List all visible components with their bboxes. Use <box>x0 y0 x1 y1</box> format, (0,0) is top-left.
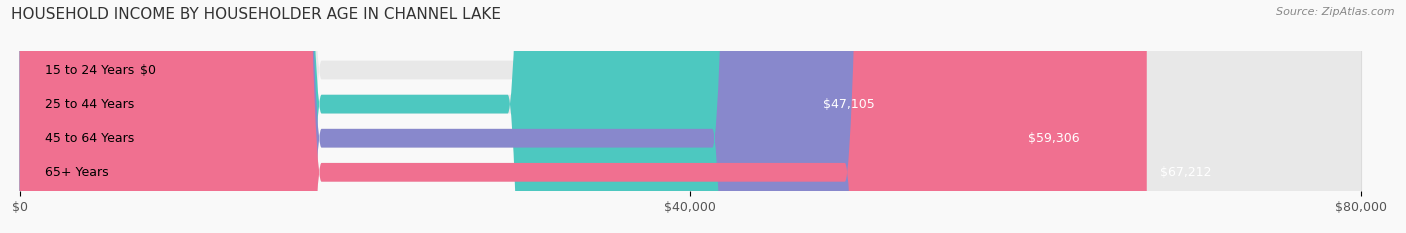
Text: HOUSEHOLD INCOME BY HOUSEHOLDER AGE IN CHANNEL LAKE: HOUSEHOLD INCOME BY HOUSEHOLDER AGE IN C… <box>11 7 502 22</box>
Text: $59,306: $59,306 <box>1028 132 1080 145</box>
Text: $67,212: $67,212 <box>1160 166 1212 179</box>
Text: 15 to 24 Years: 15 to 24 Years <box>45 64 134 76</box>
FancyBboxPatch shape <box>20 0 1361 233</box>
Text: Source: ZipAtlas.com: Source: ZipAtlas.com <box>1277 7 1395 17</box>
Text: 45 to 64 Years: 45 to 64 Years <box>45 132 134 145</box>
FancyBboxPatch shape <box>20 0 121 233</box>
FancyBboxPatch shape <box>20 0 1147 233</box>
Text: $47,105: $47,105 <box>823 98 875 111</box>
FancyBboxPatch shape <box>20 0 1361 233</box>
FancyBboxPatch shape <box>20 0 810 233</box>
FancyBboxPatch shape <box>20 0 1361 233</box>
Text: 25 to 44 Years: 25 to 44 Years <box>45 98 134 111</box>
FancyBboxPatch shape <box>20 0 1014 233</box>
Text: 65+ Years: 65+ Years <box>45 166 108 179</box>
FancyBboxPatch shape <box>20 0 1361 233</box>
Text: $0: $0 <box>141 64 156 76</box>
